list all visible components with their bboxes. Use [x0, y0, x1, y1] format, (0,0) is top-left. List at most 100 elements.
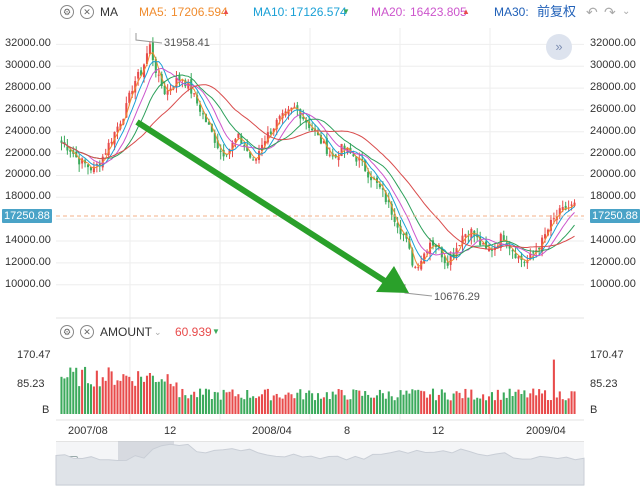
volume-bar — [411, 389, 414, 414]
indicator-name[interactable]: MA — [100, 5, 118, 19]
volume-bar — [134, 385, 137, 414]
candle-body — [196, 95, 199, 104]
volume-bar — [455, 391, 458, 414]
candle-body — [163, 85, 166, 95]
candle-body — [275, 119, 278, 130]
moving-average-lines — [61, 51, 575, 268]
volume-bar — [257, 396, 261, 414]
volume-bar — [178, 397, 181, 414]
candle-body — [358, 157, 361, 161]
close-icon[interactable]: ✕ — [80, 5, 94, 19]
volume-bar — [204, 388, 207, 414]
price-tick-right: 14000.00 — [590, 234, 636, 246]
price-tick-left: 18000.00 — [5, 190, 51, 203]
volume-bar — [514, 391, 517, 414]
price-tick-right: 20000.00 — [590, 168, 636, 181]
volume-bar — [78, 386, 81, 414]
volume-dropdown-icon[interactable]: ⌄ — [154, 327, 162, 337]
volume-bar — [201, 394, 205, 414]
ma20-arrow: ▲ — [462, 7, 470, 16]
price-tick-right: 24000.00 — [590, 124, 636, 137]
ellipsis-icon[interactable]: ••• — [58, 456, 78, 470]
volume-bar — [98, 386, 101, 414]
volume-close-icon[interactable]: ✕ — [80, 325, 94, 339]
candle-body — [408, 239, 411, 249]
candle-body — [249, 151, 252, 158]
volume-bar — [216, 392, 219, 414]
candle-body — [490, 249, 493, 251]
volume-bar — [449, 400, 452, 414]
candle-body — [145, 53, 149, 64]
chevron-down-icon[interactable]: ⌄ — [622, 6, 631, 17]
volume-tick-right: B — [590, 404, 598, 416]
gear-icon[interactable]: ⚙ — [60, 5, 74, 19]
candle-body — [157, 74, 160, 76]
volume-bar — [399, 390, 402, 414]
candle-body — [219, 150, 222, 152]
volume-bar — [125, 375, 128, 414]
candle-body — [81, 158, 84, 164]
volume-bar — [331, 391, 334, 414]
volume-bar — [104, 380, 107, 414]
candle-body — [367, 172, 370, 178]
volume-bar — [72, 371, 75, 414]
ma20-line — [61, 67, 575, 257]
volume-bar — [213, 391, 216, 414]
adjust-mode-button[interactable]: 前复权 — [537, 4, 577, 19]
volume-bar — [299, 389, 302, 414]
volume-bar — [255, 398, 258, 414]
candle-body — [508, 246, 511, 249]
candle-body — [573, 202, 576, 206]
price-tick-left: 24000.00 — [5, 124, 51, 137]
time-tick: 2008/04 — [252, 425, 292, 437]
candle-body — [449, 255, 452, 265]
time-tick: 8 — [344, 425, 351, 437]
volume-bar — [308, 390, 311, 414]
volume-bar — [470, 389, 473, 414]
volume-bar — [505, 397, 508, 414]
volume-bar — [137, 371, 140, 414]
volume-gear-icon[interactable]: ⚙ — [60, 325, 74, 339]
candle-body — [86, 164, 90, 168]
candle-body — [538, 247, 541, 250]
volume-bar — [95, 370, 98, 414]
volume-indicator-name[interactable]: AMOUNT — [100, 325, 152, 339]
candle-body — [60, 140, 63, 143]
volume-bar — [426, 397, 429, 414]
volume-bar — [490, 392, 493, 414]
volume-bar — [549, 400, 552, 414]
volume-bar — [184, 395, 187, 414]
candle-body — [461, 235, 464, 245]
volume-bar — [60, 376, 63, 414]
volume-bar — [343, 395, 346, 414]
candle-body — [390, 203, 393, 215]
candle-body — [561, 207, 564, 210]
candle-body — [98, 163, 101, 166]
volume-bar — [370, 397, 373, 414]
candle-body — [558, 208, 561, 215]
volume-bar — [296, 392, 299, 414]
candle-body — [166, 90, 169, 95]
volume-bar — [541, 393, 544, 414]
candle-body — [340, 143, 343, 156]
volume-bar — [322, 397, 325, 414]
volume-bar — [263, 389, 266, 414]
redo-icon[interactable]: ↷ — [604, 4, 616, 20]
double-chevron-right-icon[interactable]: » — [546, 34, 572, 60]
volume-toolbar: ⚙ ✕ AMOUNT ⌄ 60.939 ▼ — [0, 322, 640, 342]
ma10-value: 17126.574 — [290, 5, 347, 19]
volume-bar — [535, 395, 538, 414]
price-tick-left: 22000.00 — [5, 146, 51, 159]
volume-bar — [249, 397, 252, 414]
candle-body — [411, 249, 414, 266]
candle-body — [210, 124, 213, 132]
volume-bar — [278, 397, 281, 414]
undo-icon[interactable]: ↶ — [586, 4, 598, 20]
candle-body — [246, 146, 249, 152]
volume-bar — [482, 394, 485, 414]
candle-body — [487, 248, 491, 252]
volume-bar — [190, 394, 193, 414]
volume-bar — [81, 369, 84, 414]
low-annotation-leader — [404, 284, 433, 297]
